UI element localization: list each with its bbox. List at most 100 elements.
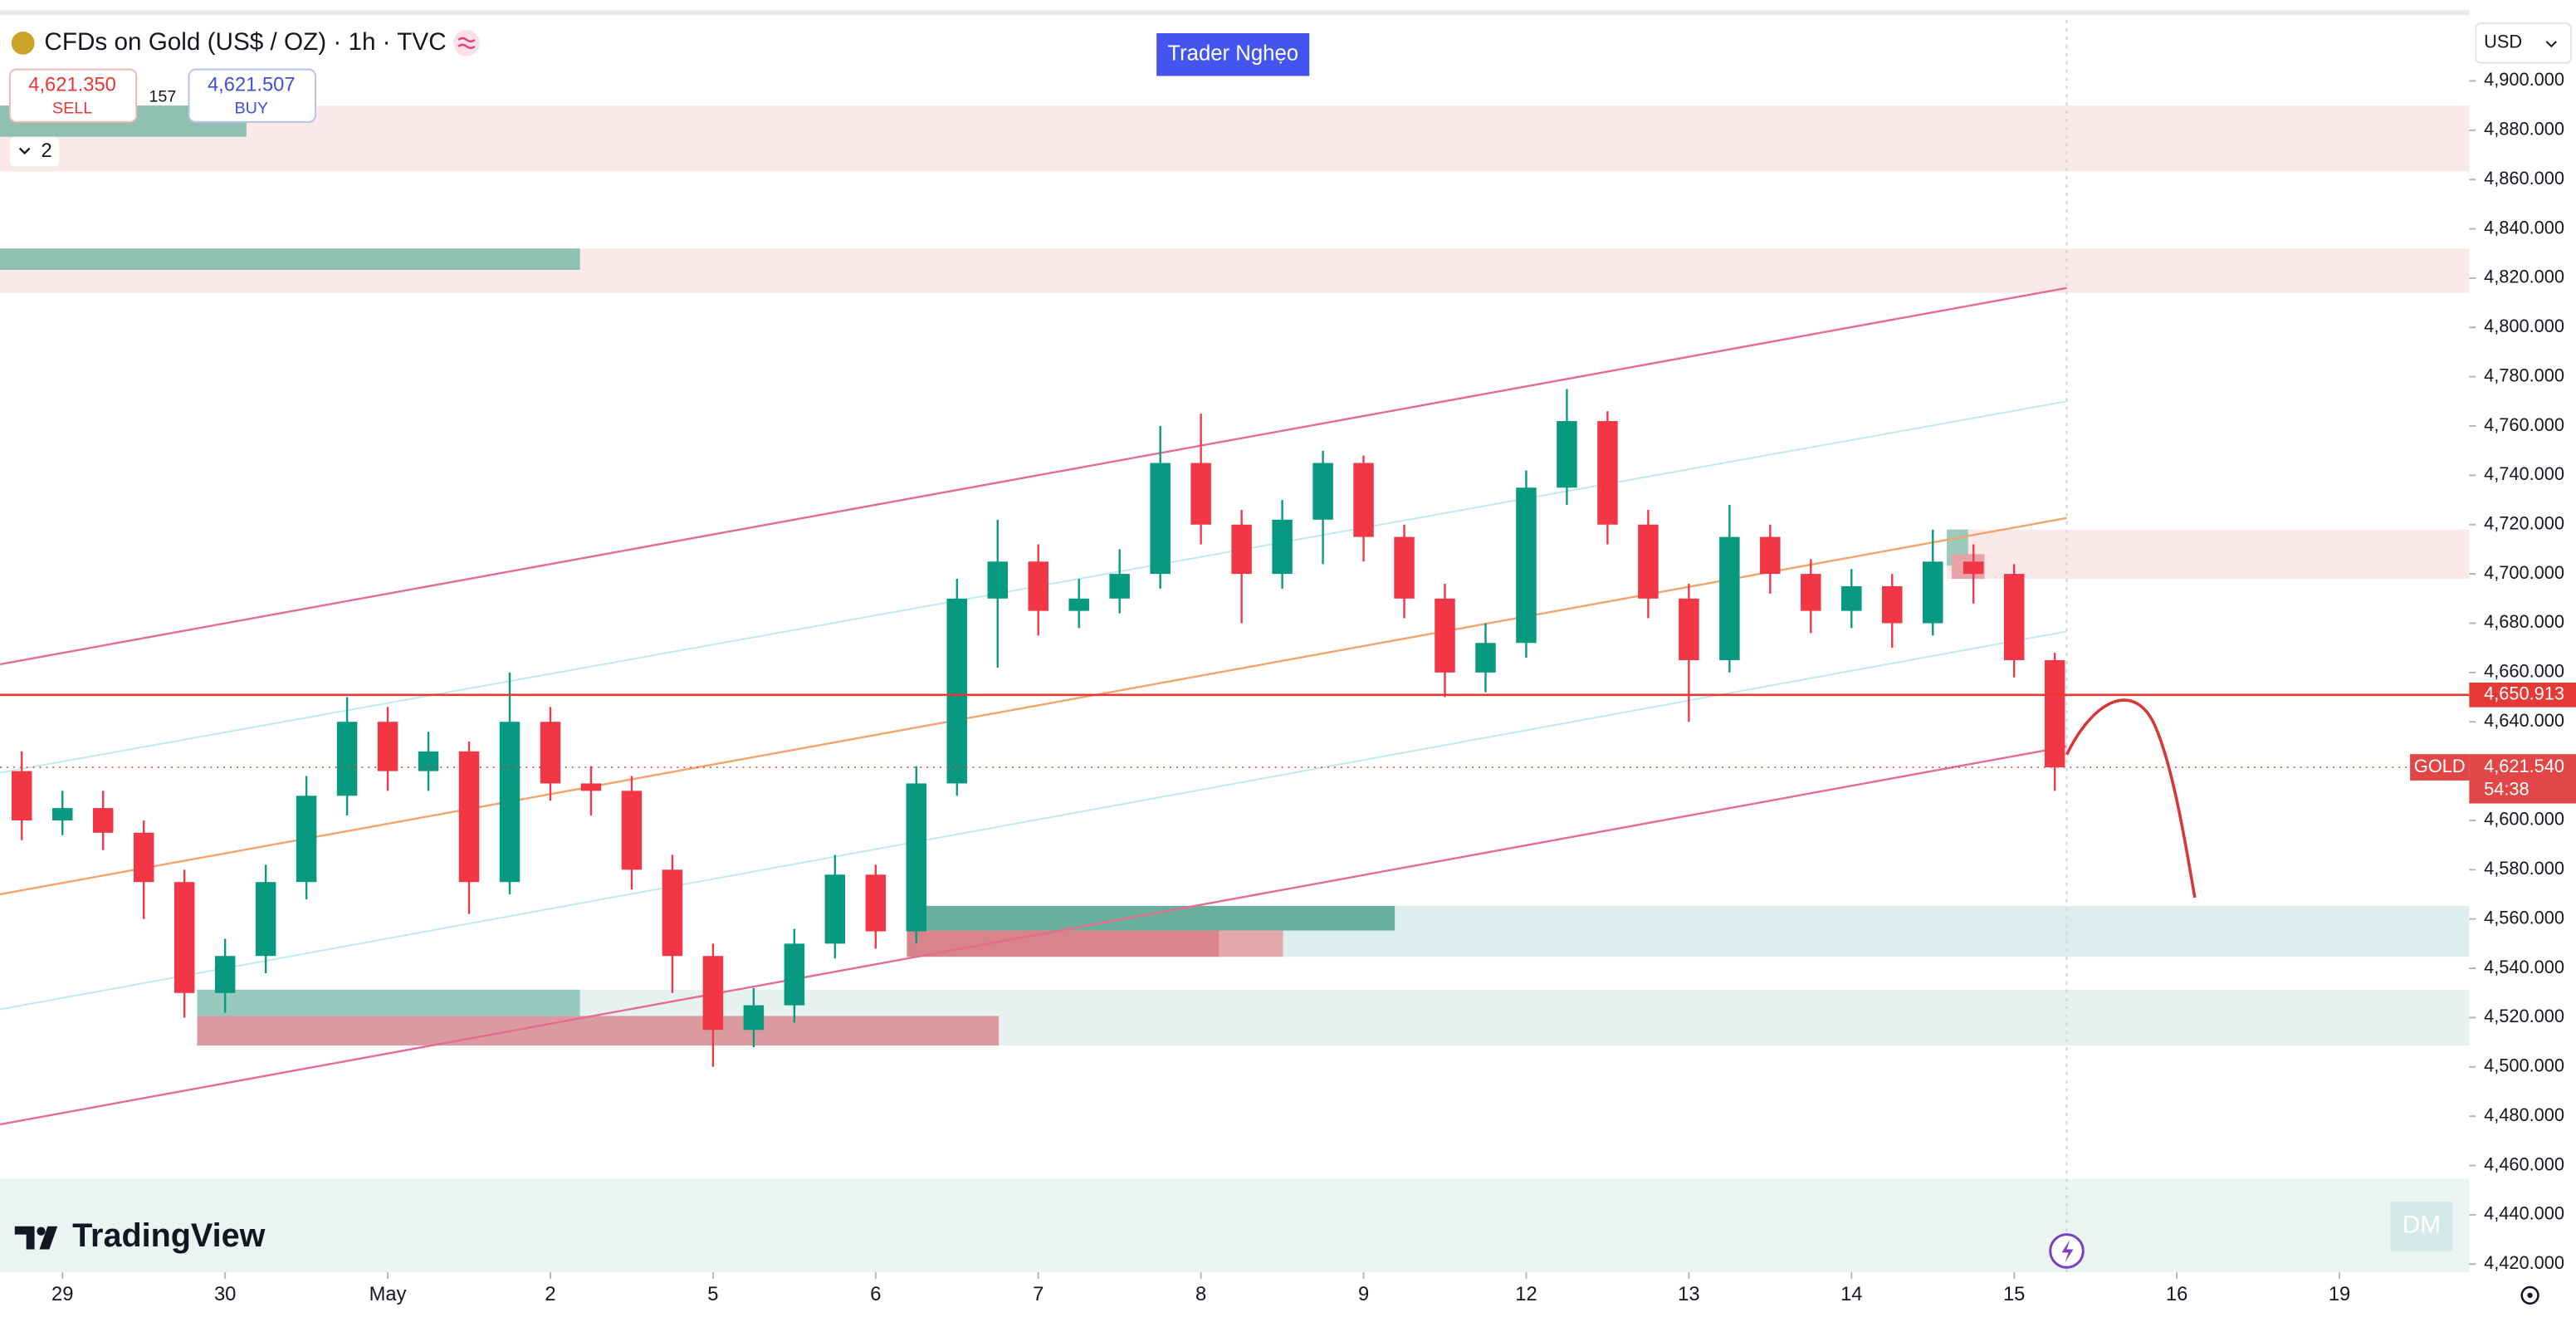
candle-body bbox=[1679, 598, 1699, 661]
y-tick-label: 4,660.000 bbox=[2484, 661, 2564, 682]
last-price-tag bbox=[2469, 754, 2576, 804]
candle-body bbox=[1109, 574, 1130, 599]
candle-body bbox=[1475, 643, 1496, 673]
candle-body bbox=[2003, 574, 2025, 661]
candle-body bbox=[458, 751, 480, 883]
candle-body bbox=[1068, 598, 1089, 611]
x-tick-label: 16 bbox=[2166, 1284, 2187, 1305]
candle-body bbox=[1394, 536, 1415, 599]
zone bbox=[0, 248, 580, 271]
y-tick-label: 4,880.000 bbox=[2484, 119, 2564, 140]
sell-price: 4,621.350 bbox=[28, 75, 116, 96]
zone bbox=[197, 989, 580, 1016]
candle-body bbox=[1231, 524, 1252, 575]
candle-body bbox=[1516, 487, 1537, 644]
settings-button[interactable] bbox=[2520, 1285, 2539, 1305]
y-tick-label: 4,740.000 bbox=[2484, 463, 2564, 484]
trend-line bbox=[0, 745, 2067, 1126]
x-tick-label: 5 bbox=[707, 1284, 718, 1305]
y-tick-label: 4,480.000 bbox=[2484, 1104, 2564, 1125]
candle-body bbox=[418, 751, 439, 771]
candle-body bbox=[1719, 536, 1740, 661]
candle-body bbox=[1882, 585, 1903, 624]
candle-body bbox=[1922, 561, 1943, 624]
sell-button[interactable] bbox=[8, 68, 138, 123]
candle-body bbox=[92, 808, 114, 833]
y-tick-label: 4,900.000 bbox=[2484, 69, 2564, 90]
y-tick-label: 4,640.000 bbox=[2484, 710, 2564, 731]
currency-select[interactable] bbox=[2475, 22, 2573, 64]
x-tick-label: 19 bbox=[2329, 1284, 2350, 1305]
y-tick-label: 4,420.000 bbox=[2484, 1252, 2564, 1273]
buy-label: BUY bbox=[234, 99, 268, 117]
logo-text: TradingView bbox=[72, 1217, 266, 1254]
y-tick-label: 4,720.000 bbox=[2484, 513, 2564, 534]
x-tick-label: 13 bbox=[1678, 1284, 1699, 1305]
chevron bbox=[2545, 41, 2557, 48]
y-tick-label: 4,780.000 bbox=[2484, 365, 2564, 385]
x-tick-label: May bbox=[369, 1284, 407, 1305]
x-tick-label: 12 bbox=[1515, 1284, 1537, 1305]
candle-body bbox=[702, 956, 724, 1031]
x-tick-label: 6 bbox=[870, 1284, 881, 1305]
candle-body bbox=[133, 832, 154, 883]
candle-body bbox=[1353, 463, 1374, 537]
x-tick-label: 30 bbox=[214, 1284, 236, 1305]
indicator-count: 2 bbox=[41, 140, 51, 162]
alert-icon bbox=[2061, 1239, 2074, 1263]
zone bbox=[907, 905, 1396, 931]
candle-body bbox=[296, 796, 317, 883]
candle-body bbox=[865, 874, 887, 932]
candle-body bbox=[1597, 421, 1618, 525]
time-axis bbox=[0, 1272, 2576, 1315]
zone bbox=[0, 105, 2470, 172]
x-tick-label: 9 bbox=[1358, 1284, 1369, 1305]
x-tick-label: 2 bbox=[545, 1284, 555, 1305]
zone bbox=[197, 1016, 1000, 1046]
zone bbox=[1219, 930, 1283, 957]
badge bbox=[1156, 33, 1310, 76]
y-tick-label: 4,680.000 bbox=[2484, 611, 2564, 632]
axes: 4,420.000 4,440.000 4,460.000 4,480.000 4,50… bbox=[51, 69, 2576, 1305]
trend-line bbox=[0, 286, 2067, 666]
candle-body bbox=[540, 722, 561, 784]
y-tick-label: 4,820.000 bbox=[2484, 267, 2564, 287]
candle-body bbox=[1760, 536, 1781, 575]
y-tick-label: 4,540.000 bbox=[2484, 957, 2564, 977]
zone bbox=[0, 1178, 2470, 1273]
zone bbox=[1947, 529, 2470, 580]
candle-body bbox=[662, 869, 683, 957]
buy-price: 4,621.507 bbox=[208, 75, 296, 96]
candle-body bbox=[784, 943, 805, 1006]
candle-body bbox=[2044, 660, 2065, 768]
zone bbox=[907, 930, 1220, 957]
last-price-label: 4,621.540 bbox=[2484, 756, 2564, 776]
indicators-toggle[interactable] bbox=[9, 136, 60, 167]
candle-body bbox=[1801, 574, 1821, 611]
y-tick-label: 4,460.000 bbox=[2484, 1153, 2564, 1174]
spread: 157 bbox=[149, 87, 176, 105]
x-tick-label: 15 bbox=[2003, 1284, 2025, 1305]
watermark bbox=[2390, 1202, 2453, 1251]
logo-icon bbox=[37, 1227, 46, 1236]
candle-body bbox=[1028, 561, 1048, 611]
candle-body bbox=[1312, 463, 1333, 520]
candle-body bbox=[1190, 463, 1211, 525]
countdown: 54:38 bbox=[2484, 778, 2529, 799]
candle-body bbox=[824, 874, 846, 944]
y-tick-label: 4,560.000 bbox=[2484, 907, 2564, 928]
candle-body bbox=[1435, 598, 1455, 673]
candle-body bbox=[1638, 524, 1659, 599]
buy-button[interactable] bbox=[188, 68, 316, 123]
top-border bbox=[0, 10, 2576, 16]
symbol-title: CFDs on Gold (US$ / OZ) · 1h · TVC bbox=[44, 28, 446, 56]
x-tick-label: 8 bbox=[1195, 1284, 1206, 1305]
symbol-label: GOLD bbox=[2414, 756, 2466, 776]
candle-body bbox=[1963, 561, 1984, 575]
candle-body bbox=[1150, 463, 1171, 575]
background bbox=[0, 7, 2576, 1315]
y-tick-label: 4,800.000 bbox=[2484, 316, 2564, 336]
y-tick-label: 4,500.000 bbox=[2484, 1055, 2564, 1076]
candle-body bbox=[906, 783, 927, 932]
status-icon bbox=[453, 30, 480, 56]
